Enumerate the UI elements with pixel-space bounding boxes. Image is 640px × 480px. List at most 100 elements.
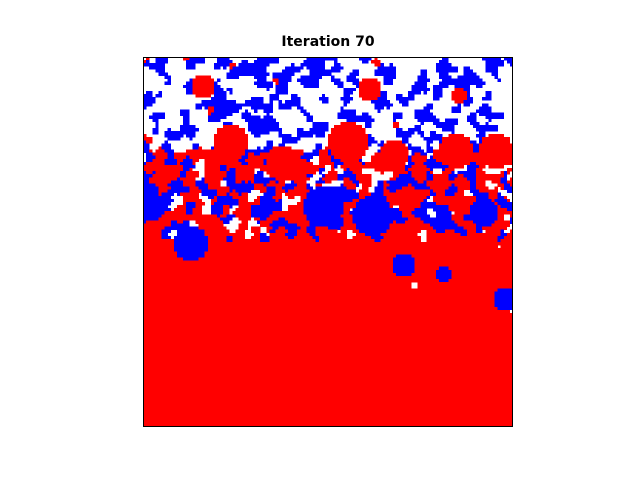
blue-cell-run — [426, 103, 434, 107]
red-cell-run — [207, 186, 230, 190]
red-cell-run — [454, 220, 474, 224]
blue-cell-run — [143, 149, 150, 153]
blue-cell-run — [500, 229, 505, 234]
blue-cell-run — [143, 217, 159, 221]
red-cell-run — [204, 171, 227, 175]
red-cell-run — [143, 279, 440, 283]
red-cell-run — [158, 186, 172, 190]
red-cell-run — [143, 356, 513, 360]
red-cell-run — [509, 214, 513, 218]
red-cell-run — [143, 405, 513, 409]
blue-cell-run — [402, 137, 409, 141]
blue-cell-run — [180, 174, 187, 178]
red-cell-run — [374, 63, 381, 67]
blue-cell-run — [247, 124, 279, 129]
red-cell-run — [448, 134, 464, 138]
blue-cell-run — [217, 198, 239, 203]
blue-cell-run — [266, 186, 276, 190]
red-cell-run — [235, 229, 246, 234]
red-cell-run — [143, 294, 495, 298]
red-cell-run — [217, 189, 230, 193]
blue-cell-run — [275, 90, 289, 95]
blue-cell-run — [186, 90, 193, 95]
red-cell-run — [318, 155, 332, 160]
red-cell-run — [432, 177, 449, 181]
blue-cell-run — [423, 198, 427, 203]
blue-cell-run — [417, 75, 427, 79]
red-cell-run — [143, 254, 178, 258]
blue-cell-run — [343, 100, 350, 104]
blue-cell-run — [275, 84, 289, 89]
red-cell-run — [497, 208, 508, 212]
blue-cell-run — [389, 183, 409, 187]
blue-cell-run — [497, 201, 513, 206]
blue-cell-run — [374, 103, 394, 107]
blue-cell-run — [383, 78, 394, 82]
red-cell-run — [497, 205, 501, 209]
blue-cell-run — [213, 66, 221, 70]
red-cell-run — [408, 217, 421, 221]
blue-cell-run — [306, 195, 360, 200]
blue-cell-run — [463, 217, 498, 221]
blue-cell-run — [210, 208, 224, 212]
blue-cell-run — [198, 186, 209, 190]
blue-cell-run — [146, 158, 153, 163]
blue-cell-run — [306, 226, 316, 230]
red-cell-run — [238, 217, 252, 221]
blue-cell-run — [189, 78, 193, 82]
blue-cell-run — [226, 174, 236, 178]
blue-cell-run — [442, 127, 455, 132]
blue-cell-run — [374, 69, 397, 73]
blue-cell-run — [414, 115, 437, 119]
blue-cell-run — [167, 189, 190, 193]
blue-cell-run — [254, 180, 270, 184]
red-cell-run — [358, 192, 372, 197]
red-cell-run — [192, 81, 215, 86]
red-cell-run — [254, 232, 261, 237]
blue-cell-run — [506, 60, 513, 64]
blue-cell-run — [318, 171, 323, 175]
red-cell-run — [204, 164, 221, 169]
red-cell-run — [300, 226, 307, 230]
blue-cell-run — [244, 152, 249, 156]
blue-cell-run — [414, 208, 427, 212]
red-cell-run — [143, 269, 394, 274]
blue-cell-run — [414, 186, 431, 190]
red-cell-run — [192, 158, 199, 163]
blue-cell-run — [250, 211, 273, 215]
red-cell-run — [343, 168, 347, 172]
blue-cell-run — [479, 106, 492, 110]
blue-cell-run — [485, 94, 492, 98]
blue-cell-run — [482, 57, 501, 61]
red-cell-run — [482, 140, 511, 144]
red-cell-run — [143, 229, 162, 234]
red-cell-run — [232, 189, 236, 193]
blue-cell-run — [328, 149, 332, 153]
blue-cell-run — [361, 112, 369, 116]
blue-cell-run — [143, 171, 147, 175]
blue-cell-run — [497, 78, 501, 82]
red-cell-run — [343, 205, 357, 209]
blue-cell-run — [306, 192, 360, 197]
red-cell-run — [143, 316, 513, 320]
blue-cell-run — [186, 60, 205, 64]
red-cell-run — [232, 238, 261, 243]
red-cell-run — [143, 303, 495, 308]
red-cell-run — [371, 158, 409, 163]
blue-cell-run — [331, 66, 344, 70]
red-cell-run — [432, 174, 449, 178]
blue-cell-run — [213, 109, 239, 113]
red-cell-run — [432, 195, 477, 200]
red-cell-run — [454, 211, 471, 215]
blue-cell-run — [503, 171, 508, 175]
blue-cell-run — [183, 158, 193, 163]
blue-cell-run — [414, 214, 431, 218]
red-cell-run — [152, 152, 168, 156]
red-cell-run — [143, 322, 513, 326]
blue-cell-run — [389, 189, 397, 193]
blue-cell-run — [247, 127, 283, 132]
blue-cell-run — [331, 78, 341, 82]
blue-cell-run — [266, 140, 273, 144]
blue-cell-run — [476, 134, 486, 138]
blue-cell-run — [451, 171, 455, 175]
